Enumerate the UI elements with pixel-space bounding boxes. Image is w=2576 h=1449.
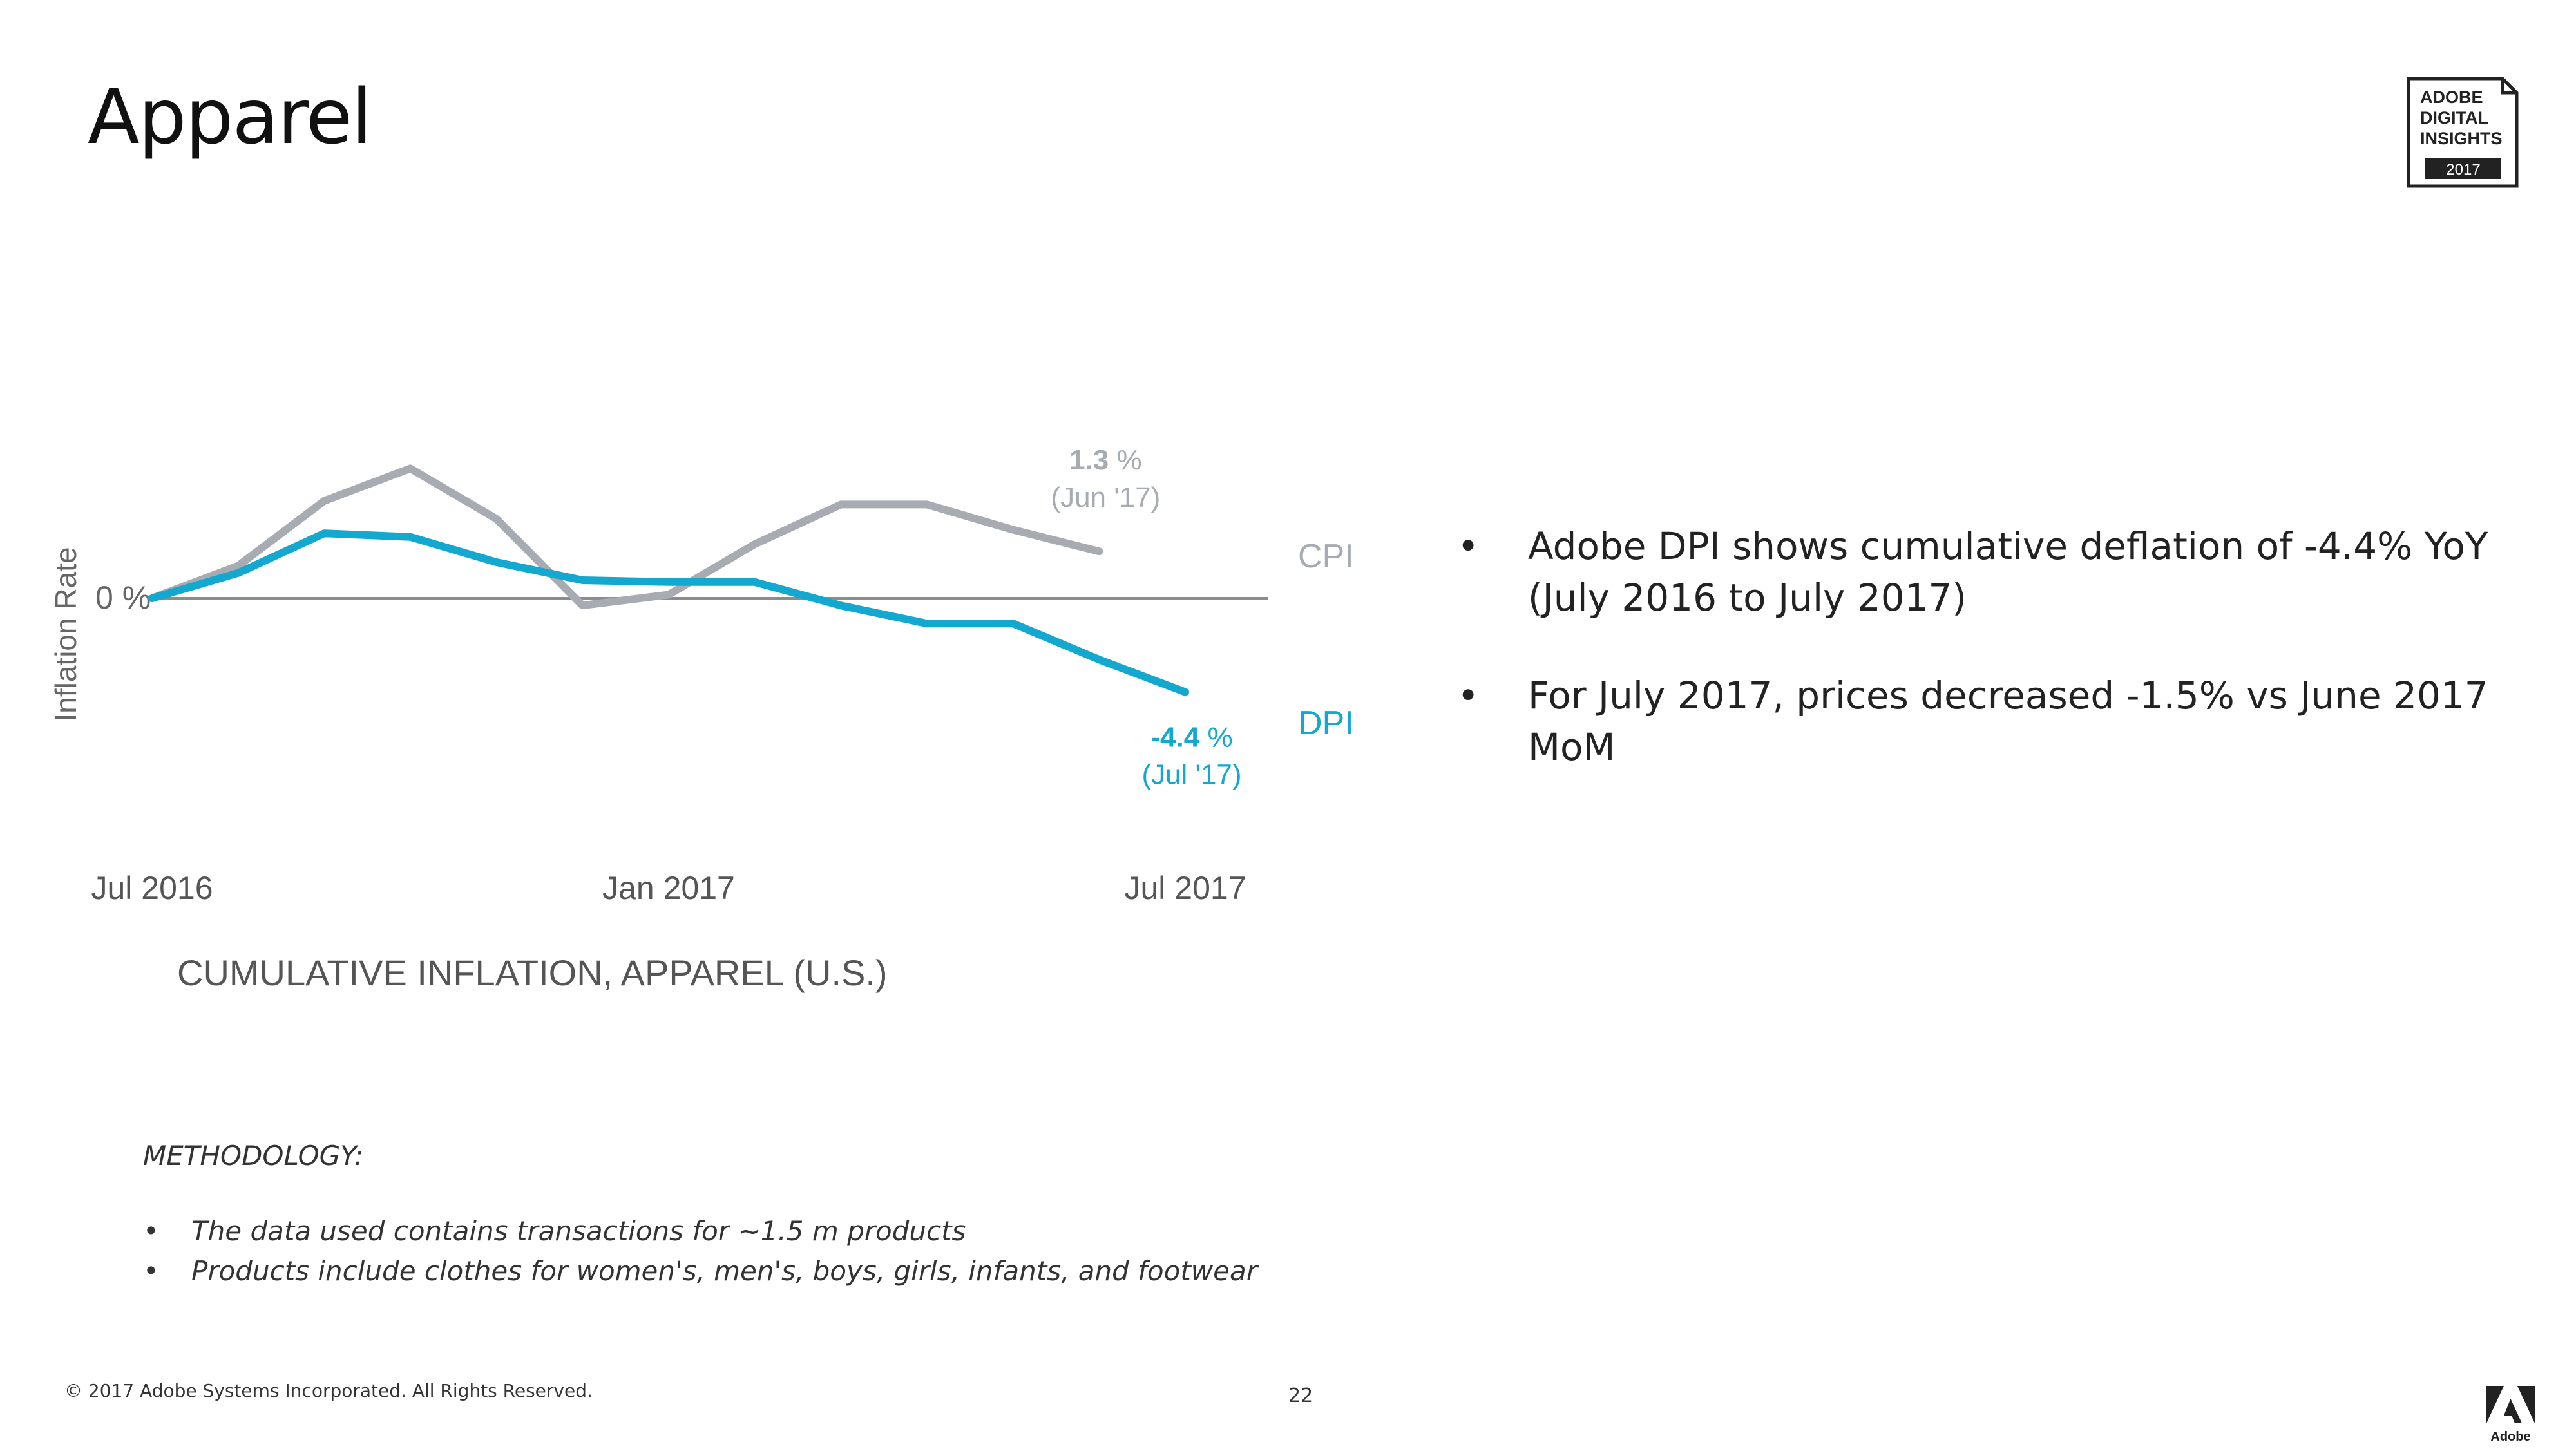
cpi-end-value-label: 1.3 %: [1069, 444, 1142, 476]
key-findings: Adobe DPI shows cumulative deflation of …: [1457, 520, 2514, 819]
page-number: 22: [1288, 1385, 1313, 1407]
adobe-logo-icon: Adobe: [2486, 1386, 2535, 1444]
dpi-legend-label: DPI: [1298, 705, 1354, 742]
cpi-series-line: [148, 464, 1103, 610]
badge-line-3: INSIGHTS: [2420, 129, 2503, 148]
x-tick-label: Jul 2016: [91, 870, 213, 906]
cpi-legend-label: CPI: [1298, 538, 1354, 575]
methodology-item-transactions: The data used contains transactions for …: [143, 1211, 1257, 1251]
page-title: Apparel: [88, 72, 372, 161]
finding-mom: For July 2017, prices decreased -1.5% vs…: [1457, 670, 2514, 773]
x-tick-label: Jul 2017: [1124, 870, 1246, 906]
methodology-list: The data used contains transactions for …: [143, 1211, 1257, 1291]
dpi-end-period-label: (Jul '17): [1141, 759, 1241, 791]
badge-year: 2017: [2446, 161, 2480, 178]
methodology-item-products: Products include clothes for women's, me…: [143, 1251, 1257, 1291]
adobe-logo-text: Adobe: [2490, 1430, 2530, 1444]
methodology: METHODOLOGY: The data used contains tran…: [143, 1140, 1257, 1291]
dpi-series-line: [148, 529, 1189, 696]
badge-line-2: DIGITAL: [2420, 108, 2488, 128]
badge-line-1: ADOBE: [2420, 88, 2483, 107]
badge-year-bar: [2425, 158, 2501, 179]
methodology-title: METHODOLOGY:: [143, 1140, 364, 1171]
dpi-end-value-label: -4.4 %: [1150, 722, 1232, 753]
copyright: © 2017 Adobe Systems Incorporated. All R…: [64, 1380, 593, 1401]
y-tick-label-zero: 0 %: [95, 580, 151, 616]
y-axis-label: Inflation Rate: [49, 547, 82, 721]
chart-title: CUMULATIVE INFLATION, APPAREL (U.S.): [177, 952, 888, 993]
cpi-end-period-label: (Jun '17): [1051, 482, 1160, 513]
adobe-digital-insights-badge: ADOBE DIGITAL INSIGHTS 2017: [2407, 77, 2519, 188]
finding-deflation: Adobe DPI shows cumulative deflation of …: [1457, 520, 2514, 623]
x-tick-label: Jan 2017: [602, 870, 735, 906]
